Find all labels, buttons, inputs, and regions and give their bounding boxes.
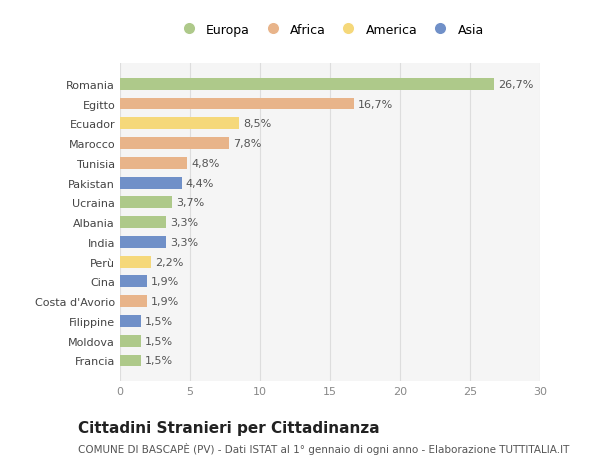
Text: 3,3%: 3,3% <box>170 218 199 228</box>
Bar <box>120 217 166 229</box>
Text: 1,5%: 1,5% <box>145 316 173 326</box>
Bar <box>120 355 141 367</box>
Bar <box>120 236 166 248</box>
Text: 26,7%: 26,7% <box>498 79 533 90</box>
Text: 7,8%: 7,8% <box>233 139 262 149</box>
Text: 4,8%: 4,8% <box>191 158 220 168</box>
Bar <box>120 296 146 308</box>
Text: Cittadini Stranieri per Cittadinanza: Cittadini Stranieri per Cittadinanza <box>78 420 380 435</box>
Text: 2,2%: 2,2% <box>155 257 184 267</box>
Bar <box>120 78 494 90</box>
Text: 1,9%: 1,9% <box>151 277 179 287</box>
Bar <box>120 138 229 150</box>
Bar <box>120 256 151 268</box>
Text: 4,4%: 4,4% <box>186 178 214 188</box>
Bar <box>120 276 146 288</box>
Bar <box>120 315 141 327</box>
Bar <box>120 157 187 169</box>
Bar <box>120 197 172 209</box>
Bar <box>120 98 354 110</box>
Bar <box>120 118 239 130</box>
Text: 1,9%: 1,9% <box>151 297 179 307</box>
Text: COMUNE DI BASCAPÈ (PV) - Dati ISTAT al 1° gennaio di ogni anno - Elaborazione TU: COMUNE DI BASCAPÈ (PV) - Dati ISTAT al 1… <box>78 442 569 453</box>
Text: 3,3%: 3,3% <box>170 237 199 247</box>
Text: 16,7%: 16,7% <box>358 99 393 109</box>
Bar <box>120 177 182 189</box>
Text: 3,7%: 3,7% <box>176 198 204 208</box>
Bar <box>120 335 141 347</box>
Text: 1,5%: 1,5% <box>145 336 173 346</box>
Text: 1,5%: 1,5% <box>145 356 173 366</box>
Legend: Europa, Africa, America, Asia: Europa, Africa, America, Asia <box>172 20 488 40</box>
Text: 8,5%: 8,5% <box>243 119 271 129</box>
